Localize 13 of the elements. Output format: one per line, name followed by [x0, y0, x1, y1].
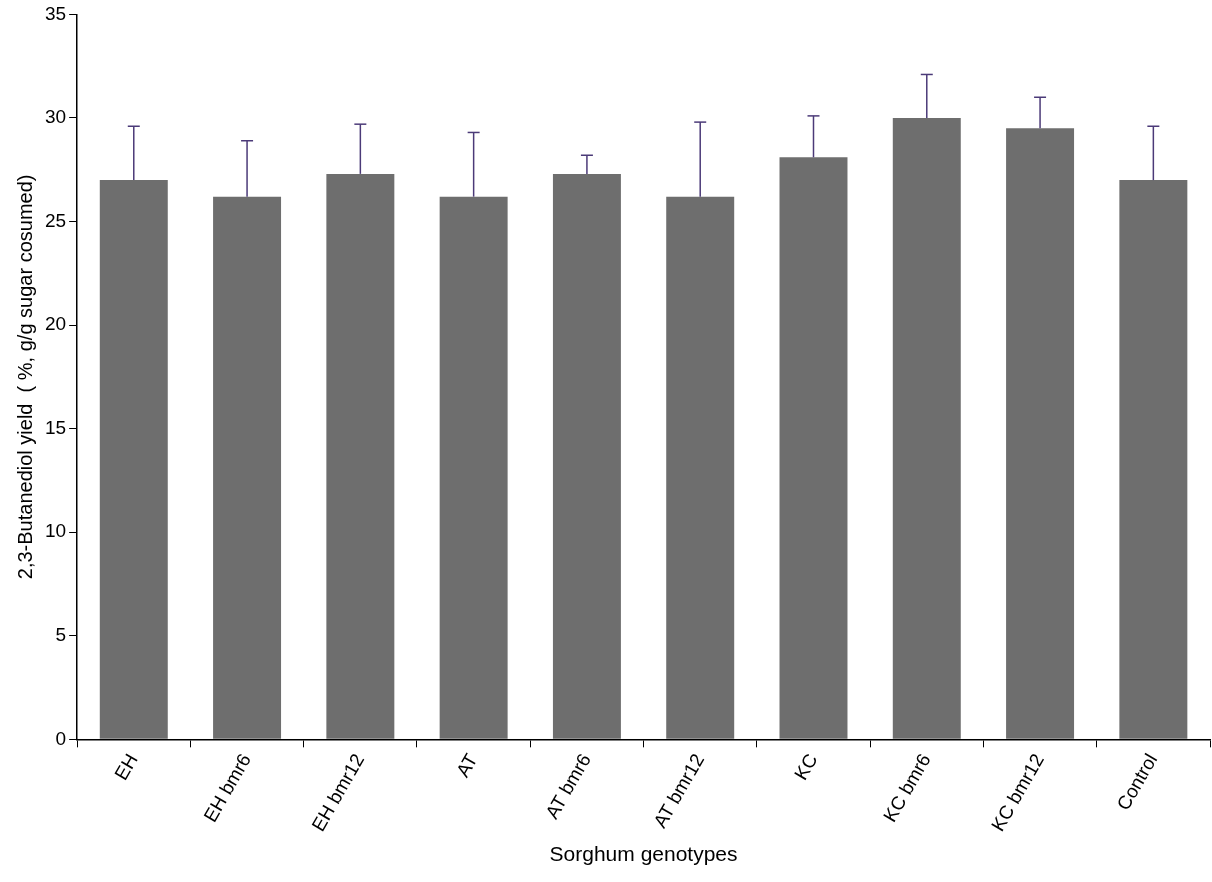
y-tick-label: 20 [44, 313, 67, 335]
y-tick-label: 0 [55, 727, 67, 749]
y-tick-label: 5 [55, 624, 67, 645]
x-axis-title: Sorghum genotypes [549, 842, 738, 866]
y-tick-label: 15 [44, 416, 67, 438]
x-tick-label: EH [110, 750, 142, 784]
x-tick-label: AT [452, 749, 482, 781]
y-tick-label: 10 [44, 520, 67, 542]
y-axis-title: 2,3-Butanediol yield ( %, g/g sugar cosumed) [13, 174, 36, 580]
y-tick-label: 35 [44, 2, 67, 24]
y-tick-label: 25 [44, 209, 67, 231]
y-tick-label: 30 [44, 106, 67, 128]
x-tick-label: KC [790, 750, 822, 784]
